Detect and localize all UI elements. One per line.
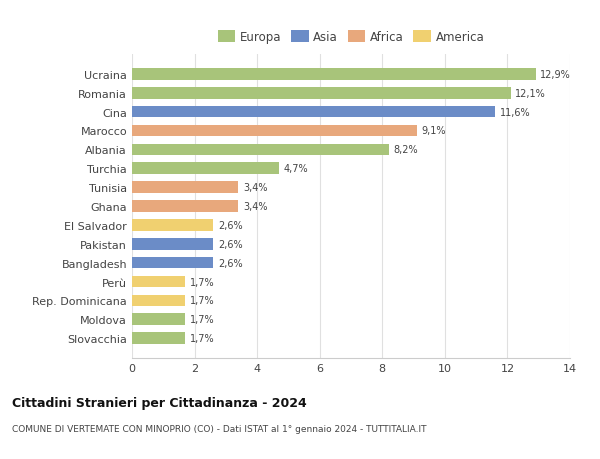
Bar <box>132 182 238 194</box>
Legend: Europa, Asia, Africa, America: Europa, Asia, Africa, America <box>215 28 487 46</box>
Text: Cittadini Stranieri per Cittadinanza - 2024: Cittadini Stranieri per Cittadinanza - 2… <box>12 396 307 409</box>
Text: 2,6%: 2,6% <box>218 239 242 249</box>
Text: 3,4%: 3,4% <box>243 183 268 193</box>
Text: 11,6%: 11,6% <box>500 107 530 118</box>
Bar <box>132 88 511 99</box>
Bar <box>132 144 389 156</box>
Bar <box>132 69 536 80</box>
Bar <box>132 106 495 118</box>
Bar <box>132 238 214 250</box>
Text: 9,1%: 9,1% <box>421 126 446 136</box>
Bar <box>132 276 185 288</box>
Text: 2,6%: 2,6% <box>218 258 242 268</box>
Bar <box>132 333 185 344</box>
Text: 4,7%: 4,7% <box>284 164 308 174</box>
Bar <box>132 201 238 213</box>
Text: 8,2%: 8,2% <box>393 145 418 155</box>
Text: 2,6%: 2,6% <box>218 220 242 230</box>
Text: 12,9%: 12,9% <box>540 70 571 80</box>
Text: 3,4%: 3,4% <box>243 202 268 212</box>
Text: COMUNE DI VERTEMATE CON MINOPRIO (CO) - Dati ISTAT al 1° gennaio 2024 - TUTTITAL: COMUNE DI VERTEMATE CON MINOPRIO (CO) - … <box>12 425 427 433</box>
Bar <box>132 219 214 231</box>
Bar <box>132 125 416 137</box>
Bar <box>132 257 214 269</box>
Text: 1,7%: 1,7% <box>190 296 215 306</box>
Text: 1,7%: 1,7% <box>190 333 215 343</box>
Bar <box>132 314 185 325</box>
Bar <box>132 163 279 175</box>
Text: 12,1%: 12,1% <box>515 89 546 99</box>
Text: 1,7%: 1,7% <box>190 314 215 325</box>
Text: 1,7%: 1,7% <box>190 277 215 287</box>
Bar <box>132 295 185 307</box>
